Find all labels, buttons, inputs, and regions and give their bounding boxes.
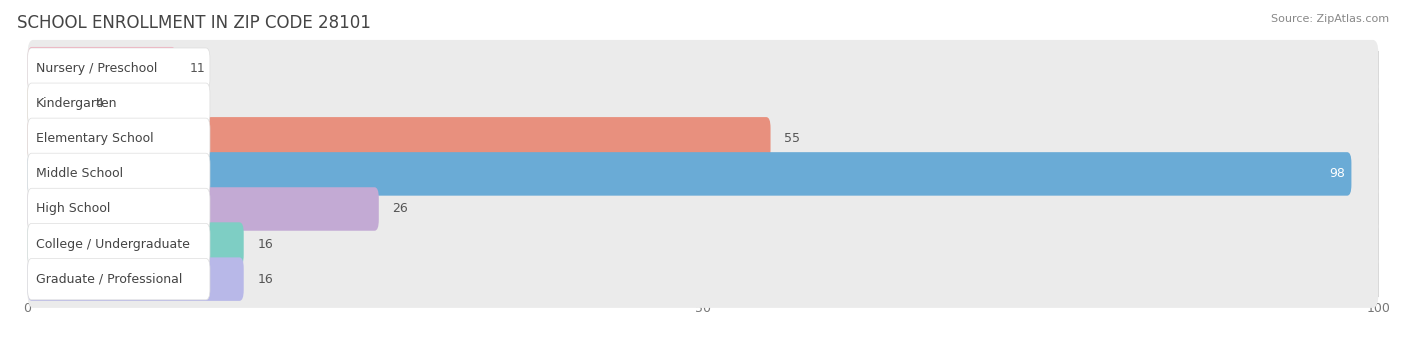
Text: 98: 98 — [1329, 167, 1344, 180]
Text: Elementary School: Elementary School — [35, 132, 153, 145]
Text: 11: 11 — [190, 62, 205, 75]
Text: 55: 55 — [785, 132, 800, 145]
FancyBboxPatch shape — [28, 117, 770, 161]
Text: 16: 16 — [257, 238, 273, 251]
FancyBboxPatch shape — [28, 110, 1378, 167]
FancyBboxPatch shape — [28, 83, 209, 124]
FancyBboxPatch shape — [28, 188, 209, 230]
FancyBboxPatch shape — [28, 47, 176, 90]
FancyBboxPatch shape — [28, 118, 209, 160]
Text: Middle School: Middle School — [35, 167, 122, 180]
Text: Nursery / Preschool: Nursery / Preschool — [35, 62, 157, 75]
FancyBboxPatch shape — [28, 222, 243, 266]
FancyBboxPatch shape — [28, 258, 209, 300]
Text: College / Undergraduate: College / Undergraduate — [35, 238, 190, 251]
Text: 26: 26 — [392, 203, 408, 216]
FancyBboxPatch shape — [28, 75, 1378, 133]
Text: 16: 16 — [257, 273, 273, 286]
Text: High School: High School — [35, 203, 110, 216]
FancyBboxPatch shape — [28, 250, 1378, 308]
FancyBboxPatch shape — [28, 40, 1378, 98]
FancyBboxPatch shape — [28, 187, 378, 231]
Text: Kindergarten: Kindergarten — [35, 97, 117, 110]
FancyBboxPatch shape — [28, 180, 1378, 238]
FancyBboxPatch shape — [28, 223, 209, 265]
Text: Source: ZipAtlas.com: Source: ZipAtlas.com — [1271, 14, 1389, 24]
Text: 4: 4 — [96, 97, 103, 110]
FancyBboxPatch shape — [28, 153, 209, 195]
FancyBboxPatch shape — [28, 152, 1351, 196]
Text: Graduate / Professional: Graduate / Professional — [35, 273, 181, 286]
FancyBboxPatch shape — [28, 145, 1378, 203]
Text: SCHOOL ENROLLMENT IN ZIP CODE 28101: SCHOOL ENROLLMENT IN ZIP CODE 28101 — [17, 14, 371, 32]
FancyBboxPatch shape — [28, 82, 82, 125]
FancyBboxPatch shape — [28, 215, 1378, 273]
FancyBboxPatch shape — [28, 48, 209, 89]
FancyBboxPatch shape — [28, 257, 243, 301]
